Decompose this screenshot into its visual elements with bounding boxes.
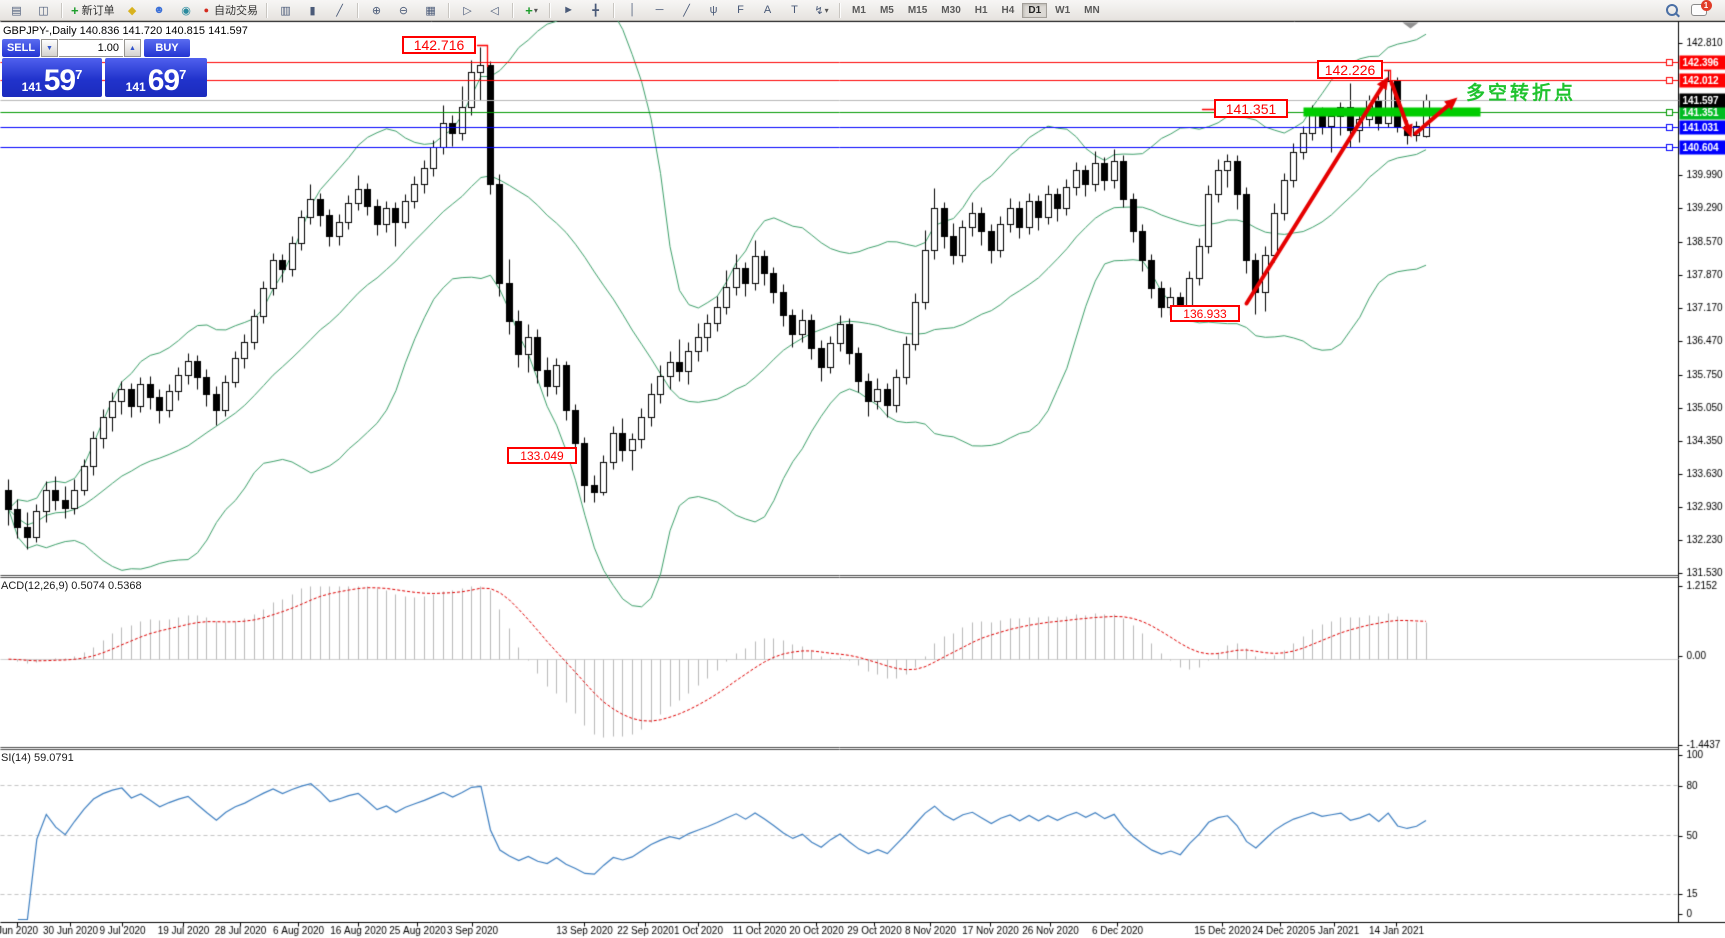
trendline-tool-icon[interactable]: ╱ — [683, 4, 690, 17]
bar-chart-icon[interactable]: ▥ — [280, 4, 291, 17]
text-tool-icon[interactable]: A — [763, 4, 772, 16]
add-indicator-icon: + — [525, 2, 533, 18]
timeframe-h4[interactable]: H4 — [1001, 4, 1015, 16]
fibonacci-tool-icon[interactable]: F — [737, 4, 744, 16]
contacts-icon[interactable]: ☻ — [153, 4, 165, 16]
toolbar-separator — [549, 2, 552, 18]
rsi-label: SI(14) 59.0791 — [1, 752, 74, 764]
crosshair-tool-icon[interactable]: ╋ — [592, 4, 599, 17]
ask-pip-digit: 7 — [179, 67, 187, 82]
tile-windows-icon[interactable]: ▦ — [425, 4, 436, 17]
ask-big-digits: 69 — [147, 64, 180, 97]
timeframe-mn[interactable]: MN — [1084, 4, 1100, 16]
zoom-out-icon[interactable]: ⊖ — [398, 4, 409, 17]
macd-label: ACD(12,26,9) 0.5074 0.5368 — [1, 580, 142, 592]
timeframe-d1[interactable]: D1 — [1022, 2, 1048, 18]
profile-next-icon[interactable]: ▷ — [463, 4, 472, 17]
chart-styler-icon[interactable]: ◆ — [127, 4, 137, 17]
volume-decrease-button[interactable]: ▼ — [41, 39, 58, 57]
cursor-tool-icon[interactable]: ► — [563, 4, 574, 16]
search-icon[interactable] — [1659, 1, 1684, 20]
price-annotation-box[interactable]: 141.351 — [1214, 99, 1288, 118]
sell-button[interactable]: SELL — [2, 39, 40, 57]
toolbar: ▤ ◫ + 新订单 ◆ ☻ ◉ ● 自动交易 ▥ ▮ ╱ ⊕ ⊖ ▦ ▷ ◁ +… — [0, 0, 1725, 21]
toolbar-separator — [61, 2, 63, 18]
toolbar-separator — [357, 2, 360, 18]
auto-trading-icon: ● — [203, 5, 210, 15]
vertical-line-tool-icon[interactable]: │ — [629, 4, 636, 16]
volume-increase-button[interactable]: ▲ — [124, 39, 141, 57]
timeframe-m1[interactable]: M1 — [852, 4, 866, 16]
new-order-button[interactable]: + 新订单 — [68, 1, 118, 20]
auto-trading-label: 自动交易 — [214, 5, 259, 17]
new-order-label: 新订单 — [81, 5, 115, 17]
signal-icon[interactable]: ◉ — [181, 4, 191, 17]
timeframe-m5[interactable]: M5 — [879, 4, 894, 16]
arrows-tool-icon[interactable]: ↯ ▾ — [809, 1, 834, 20]
bid-big-digits: 59 — [43, 64, 76, 97]
new-order-icon: + — [71, 2, 79, 18]
timeframe-h1[interactable]: H1 — [974, 4, 988, 16]
timeframe-m15[interactable]: M15 — [907, 4, 928, 16]
symbol-period-label: GBPJPY-,Daily — [3, 25, 77, 37]
chat-icon[interactable]: 1 — [1686, 0, 1712, 20]
timeframe-m30[interactable]: M30 — [941, 4, 961, 16]
toolbar-separator — [613, 2, 616, 18]
chevron-down-icon: ▾ — [824, 5, 829, 15]
ask-prefix: 141 — [125, 80, 146, 94]
chart-title: GBPJPY-,Daily 140.836 141.720 140.815 14… — [3, 25, 248, 37]
line-chart-icon[interactable]: ╱ — [336, 4, 343, 17]
toolbar-separator — [266, 2, 269, 18]
annotation-cn-text[interactable]: 多空转折点 — [1466, 83, 1577, 104]
chart-preview-icon[interactable]: ▤ — [11, 4, 22, 17]
buy-button[interactable]: BUY — [144, 39, 190, 57]
price-annotation-box[interactable]: 142.716 — [402, 36, 476, 54]
bid-prefix: 141 — [21, 80, 42, 94]
profile-prev-icon[interactable]: ◁ — [490, 4, 499, 17]
auto-trading-button[interactable]: ● 自动交易 — [201, 1, 261, 20]
indicators-button[interactable]: + ▾ — [519, 1, 544, 20]
zoom-in-icon[interactable]: ⊕ — [371, 4, 382, 17]
horizontal-line-tool-icon[interactable]: ─ — [655, 4, 664, 16]
ask-price-button[interactable]: 141 69 7 — [105, 58, 207, 97]
timeframe-w1[interactable]: W1 — [1055, 4, 1071, 16]
price-annotation-box[interactable]: 142.226 — [1317, 60, 1383, 79]
toolbar-separator — [512, 2, 515, 18]
arrows-glyph: ↯ — [814, 4, 824, 17]
volume-input[interactable]: 1.00 — [59, 39, 123, 57]
toolbar-separator — [839, 2, 842, 18]
text-label-tool-icon[interactable]: T — [791, 4, 798, 16]
chat-badge: 1 — [1700, 0, 1712, 11]
bid-pip-digit: 7 — [75, 67, 83, 82]
one-click-trading-panel: SELL ▼ 1.00 ▲ BUY 141 59 7 141 69 7 — [2, 39, 208, 97]
bid-price-button[interactable]: 141 59 7 — [2, 58, 102, 97]
chevron-down-icon: ▾ — [533, 5, 538, 15]
price-annotation-box[interactable]: 133.049 — [507, 447, 577, 464]
ohlc-values: 140.836 141.720 140.815 141.597 — [79, 25, 248, 37]
toolbar-separator — [448, 2, 451, 18]
equidistant-channel-icon[interactable]: ψ — [709, 4, 718, 16]
candlestick-chart-icon[interactable]: ▮ — [309, 4, 316, 17]
price-annotation-box[interactable]: 136.933 — [1170, 305, 1240, 322]
data-window-icon[interactable]: ◫ — [38, 4, 49, 17]
